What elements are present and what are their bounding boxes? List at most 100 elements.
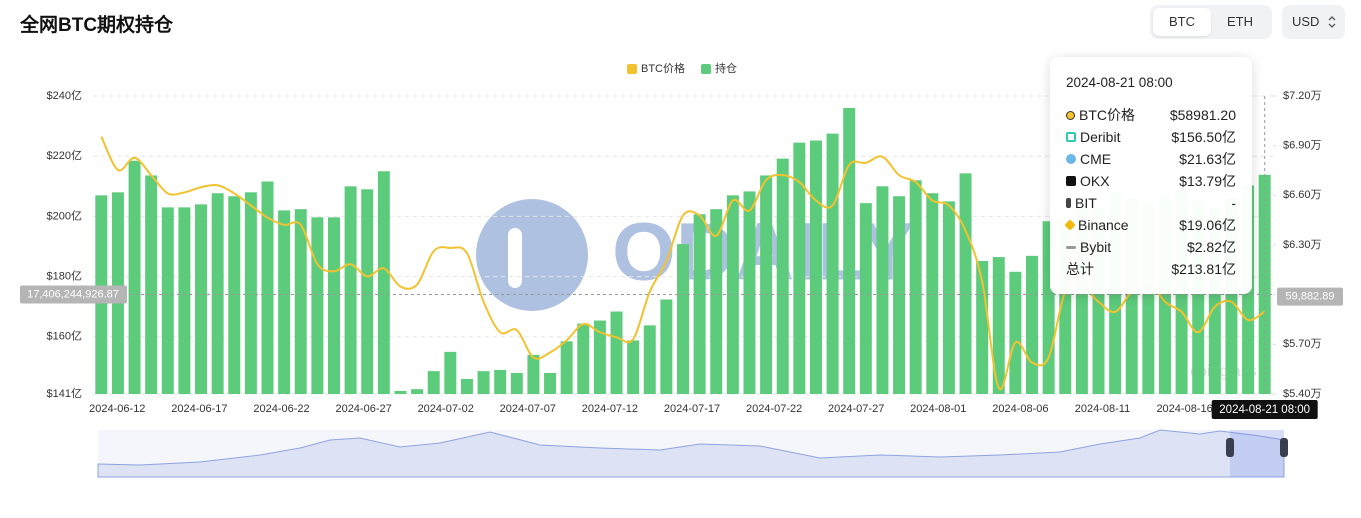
- tooltip: 2024-08-21 08:00 BTC价格 $58981.20 Deribit $1…: [1050, 57, 1252, 294]
- bar: [1059, 221, 1072, 394]
- bar: [1158, 195, 1171, 394]
- tab[interactable]: BTC: [1153, 8, 1211, 36]
- y2-tick-label: $5.70万: [1283, 338, 1322, 350]
- bar: [760, 175, 773, 394]
- tooltip-icon: [1066, 245, 1076, 249]
- legend-swatch: [627, 64, 637, 74]
- navigator: [97, 429, 1288, 478]
- bar: [477, 371, 490, 394]
- tooltip-icon: [1066, 132, 1076, 142]
- bar: [427, 371, 440, 394]
- bar: [344, 186, 357, 394]
- x-tick-label: 2024-07-07: [500, 403, 556, 415]
- bar: [1208, 207, 1221, 394]
- currency-select[interactable]: USD: [1282, 5, 1345, 39]
- bar: [1075, 201, 1088, 394]
- bar: [610, 311, 623, 394]
- tooltip-row: BTC价格 $58981.20: [1066, 104, 1236, 126]
- navigator-handle[interactable]: [1226, 438, 1234, 457]
- bar: [195, 204, 208, 394]
- bar: [1026, 255, 1038, 394]
- x-tick-label: 2024-08-06: [992, 403, 1048, 415]
- bar: [660, 299, 673, 394]
- bar: [643, 325, 656, 394]
- watermark-logo: [476, 199, 588, 311]
- tooltip-row: Binance $19.06亿: [1064, 214, 1236, 236]
- x-tick-label: 2024-08-01: [910, 403, 966, 415]
- crosshair-label-bg: [20, 285, 127, 304]
- bar: [793, 142, 806, 394]
- bar: [593, 320, 606, 394]
- select-arrow: [1328, 16, 1336, 28]
- watermark-text: coinglass: [1190, 363, 1257, 380]
- x-tick-label: 2024-07-02: [418, 403, 474, 415]
- legend-label: 持仓: [715, 61, 737, 75]
- tooltip-icon: [1066, 198, 1071, 208]
- y-tick-label: $160亿: [47, 330, 82, 343]
- x-tick-label: 2024-07-27: [828, 403, 884, 415]
- x-tick-label: 2024-07-22: [746, 403, 802, 415]
- tooltip-name: Bybit: [1080, 239, 1112, 255]
- navigator-area: [97, 429, 1285, 478]
- x-tick-label: 2024-06-12: [89, 403, 145, 415]
- bar: [1142, 204, 1155, 394]
- legend-label: BTC价格: [641, 61, 685, 75]
- x-tick-label: 2024-06-27: [335, 403, 391, 415]
- tab[interactable]: ETH: [1227, 14, 1253, 29]
- y-tick-label: $200亿: [47, 209, 82, 222]
- y2-tick-label: $6.60万: [1283, 189, 1322, 201]
- tooltip-name: CME: [1080, 151, 1112, 167]
- y-tick-label: $180亿: [47, 270, 82, 283]
- crosshair-x-label: 2024-08-21 08:00: [1219, 404, 1310, 416]
- bar: [1042, 221, 1055, 394]
- navigator-handle[interactable]: [1280, 438, 1288, 457]
- tooltip-value: $21.63亿: [1179, 151, 1236, 167]
- page-title: 全网BTC期权持仓: [20, 15, 174, 36]
- bar: [843, 108, 856, 394]
- tooltip-icon: [1066, 154, 1076, 164]
- bar: [627, 340, 640, 394]
- bar: [726, 195, 739, 394]
- bar: [261, 181, 274, 394]
- bar: [377, 171, 390, 394]
- bar: [677, 244, 689, 394]
- tooltip-value: $19.06亿: [1179, 217, 1236, 233]
- bar: [893, 196, 906, 394]
- bar: [394, 390, 407, 394]
- currency-label: USD: [1292, 14, 1320, 29]
- bar: [876, 186, 889, 394]
- navigator-window[interactable]: [1230, 430, 1284, 477]
- x-tick-label: 2024-06-17: [171, 403, 227, 415]
- bar: [926, 193, 939, 394]
- crosshair-label-bg: [1277, 287, 1343, 306]
- bar: [826, 133, 839, 394]
- bar: [776, 158, 789, 394]
- watermark-logo: [508, 228, 522, 288]
- y2-tick-label: $6.30万: [1283, 239, 1322, 251]
- x-tick-label: 2024-07-17: [664, 403, 720, 415]
- crosshair-label-bg: [1211, 400, 1318, 419]
- legend-swatch: [701, 64, 711, 74]
- bar: [211, 193, 224, 394]
- bar: [1225, 198, 1238, 394]
- tooltip-name: BIT: [1075, 195, 1097, 211]
- bar: [145, 175, 158, 394]
- bar: [228, 196, 241, 394]
- bar: [710, 209, 723, 394]
- x-tick-label: 2024-08-11: [1075, 403, 1130, 415]
- tooltip-value: $58981.20: [1169, 107, 1236, 123]
- tooltip-row: Bybit $2.82亿: [1066, 236, 1236, 258]
- bar: [560, 341, 573, 394]
- tooltip-row: Deribit $156.50亿: [1066, 126, 1236, 148]
- y-tick-label: $141亿: [47, 387, 82, 400]
- bar: [328, 217, 340, 394]
- tooltip-name: OKX: [1080, 173, 1110, 189]
- bar: [942, 201, 955, 394]
- y2-tick-label: $5.40万: [1283, 388, 1322, 400]
- bar: [460, 378, 473, 394]
- tooltip-row: CME $21.63亿: [1066, 148, 1236, 170]
- bar: [992, 257, 1005, 394]
- tooltip-name: Deribit: [1080, 129, 1121, 145]
